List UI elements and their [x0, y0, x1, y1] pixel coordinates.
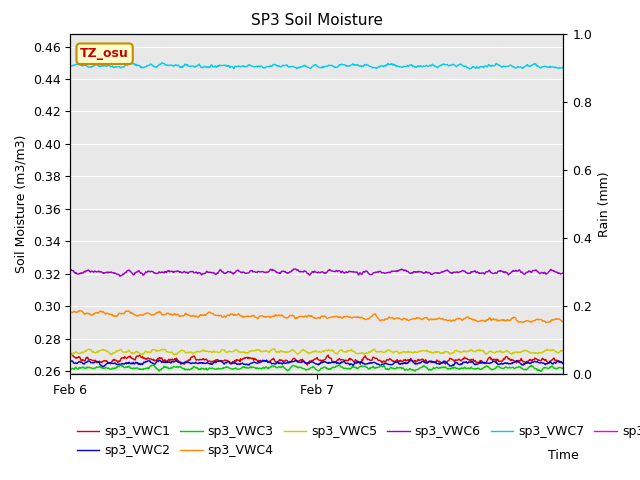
sp3_VWC7: [159, 60, 166, 66]
sp3_VWC6: [116, 273, 124, 279]
sp3_VWC1: [492, 357, 499, 363]
sp3_VWC1: [366, 358, 374, 363]
sp3_Rain: [559, 372, 567, 377]
sp3_VWC4: [76, 308, 83, 313]
sp3_VWC3: [150, 362, 157, 368]
sp3_Rain: [440, 372, 448, 377]
sp3_VWC3: [537, 369, 545, 374]
sp3_Rain: [67, 372, 74, 377]
Line: sp3_VWC7: sp3_VWC7: [70, 63, 563, 69]
sp3_VWC3: [559, 365, 567, 371]
sp3_VWC6: [354, 271, 362, 276]
sp3_VWC6: [290, 266, 298, 272]
sp3_VWC1: [353, 359, 361, 365]
sp3_VWC7: [466, 66, 474, 72]
sp3_VWC3: [366, 366, 374, 372]
sp3_VWC6: [559, 271, 567, 276]
sp3_Rain: [365, 372, 373, 377]
sp3_VWC1: [67, 350, 74, 356]
sp3_VWC6: [367, 272, 374, 277]
Line: sp3_VWC4: sp3_VWC4: [70, 311, 563, 323]
sp3_VWC4: [97, 309, 105, 314]
sp3_Rain: [353, 372, 360, 377]
Text: Time: Time: [548, 449, 579, 462]
sp3_VWC2: [559, 360, 567, 366]
sp3_VWC4: [353, 314, 361, 320]
Text: TZ_osu: TZ_osu: [80, 47, 129, 60]
Line: sp3_VWC6: sp3_VWC6: [70, 269, 563, 276]
sp3_VWC2: [367, 360, 374, 366]
sp3_VWC5: [381, 349, 388, 355]
sp3_VWC2: [262, 357, 270, 363]
sp3_VWC1: [381, 360, 388, 365]
sp3_VWC4: [366, 314, 374, 320]
sp3_VWC7: [67, 63, 74, 69]
sp3_VWC5: [492, 350, 499, 356]
Line: sp3_VWC5: sp3_VWC5: [70, 349, 563, 356]
sp3_VWC7: [381, 63, 388, 69]
sp3_VWC2: [100, 364, 108, 370]
sp3_VWC3: [381, 364, 388, 370]
sp3_VWC6: [67, 266, 74, 272]
sp3_Rain: [491, 372, 499, 377]
sp3_VWC5: [271, 346, 278, 352]
sp3_VWC1: [559, 360, 567, 366]
Line: sp3_VWC3: sp3_VWC3: [70, 365, 563, 372]
sp3_VWC7: [97, 64, 104, 70]
sp3_VWC7: [559, 64, 567, 70]
sp3_VWC2: [67, 359, 74, 364]
sp3_Rain: [97, 372, 104, 377]
sp3_VWC4: [381, 316, 388, 322]
sp3_VWC5: [97, 348, 104, 353]
sp3_VWC5: [353, 351, 361, 357]
sp3_Rain: [381, 372, 388, 377]
sp3_VWC4: [559, 319, 567, 324]
sp3_VWC2: [354, 359, 362, 364]
sp3_VWC5: [366, 349, 374, 355]
sp3_VWC2: [381, 361, 389, 367]
sp3_VWC6: [381, 270, 389, 276]
sp3_VWC6: [492, 270, 500, 276]
sp3_VWC2: [442, 360, 449, 365]
sp3_VWC7: [492, 60, 500, 66]
sp3_VWC2: [97, 362, 104, 368]
sp3_VWC3: [97, 364, 104, 370]
sp3_VWC4: [542, 320, 550, 325]
sp3_VWC3: [353, 366, 361, 372]
sp3_VWC1: [303, 362, 311, 368]
sp3_VWC3: [67, 366, 74, 372]
sp3_VWC3: [492, 365, 499, 371]
sp3_VWC5: [441, 348, 449, 354]
sp3_VWC1: [441, 360, 449, 366]
sp3_VWC1: [97, 359, 104, 365]
sp3_VWC7: [441, 62, 449, 68]
sp3_VWC6: [442, 268, 449, 274]
sp3_VWC7: [353, 62, 361, 68]
sp3_VWC6: [97, 269, 104, 275]
Line: sp3_VWC2: sp3_VWC2: [70, 360, 563, 367]
Y-axis label: Rain (mm): Rain (mm): [598, 171, 611, 237]
sp3_VWC7: [366, 63, 374, 69]
sp3_VWC4: [441, 317, 449, 323]
sp3_VWC2: [492, 359, 500, 365]
sp3_VWC4: [492, 317, 499, 323]
sp3_VWC4: [67, 310, 74, 315]
Title: SP3 Soil Moisture: SP3 Soil Moisture: [251, 13, 383, 28]
Legend: sp3_VWC1, sp3_VWC2, sp3_VWC3, sp3_VWC4, sp3_VWC5, sp3_VWC6, sp3_VWC7, sp3_Rain: sp3_VWC1, sp3_VWC2, sp3_VWC3, sp3_VWC4, …: [77, 425, 640, 457]
sp3_VWC5: [67, 353, 74, 359]
Line: sp3_VWC1: sp3_VWC1: [70, 353, 563, 365]
sp3_VWC3: [441, 365, 449, 371]
sp3_VWC5: [559, 348, 567, 353]
Y-axis label: Soil Moisture (m3/m3): Soil Moisture (m3/m3): [14, 135, 28, 273]
